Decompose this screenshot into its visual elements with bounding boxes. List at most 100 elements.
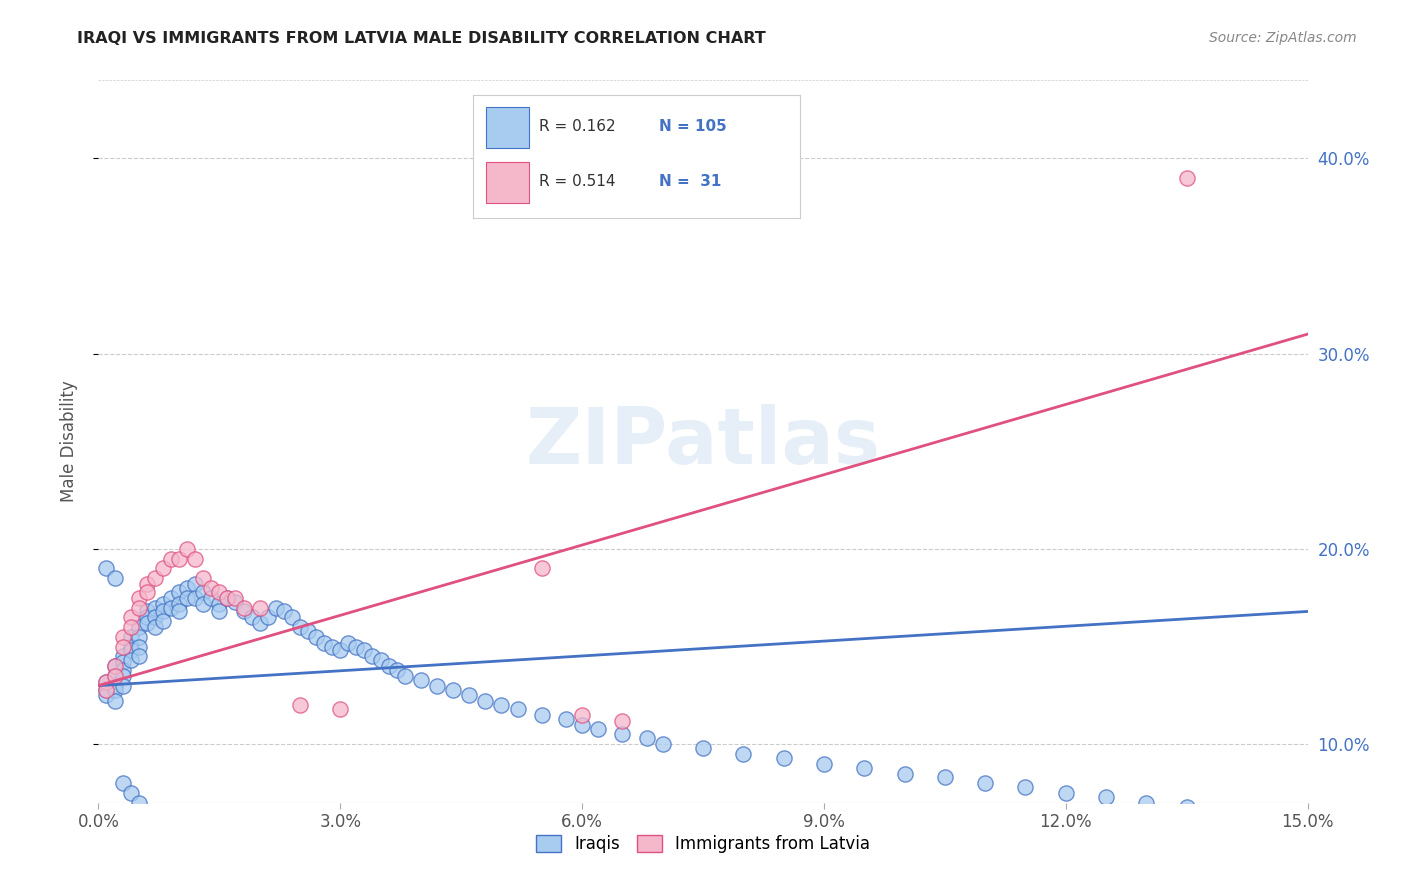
- Point: [394, 669, 416, 683]
- Point: [586, 722, 609, 736]
- Point: [240, 610, 263, 624]
- Point: [176, 541, 198, 556]
- Point: [934, 771, 956, 785]
- Point: [143, 610, 166, 624]
- Point: [385, 663, 408, 677]
- Point: [458, 689, 481, 703]
- Point: [111, 630, 134, 644]
- Point: [167, 585, 190, 599]
- Point: [555, 712, 578, 726]
- Point: [103, 669, 125, 683]
- Text: ZIPatlas: ZIPatlas: [526, 403, 880, 480]
- Point: [120, 786, 142, 800]
- Point: [167, 604, 190, 618]
- Point: [103, 694, 125, 708]
- Point: [176, 581, 198, 595]
- Point: [96, 674, 118, 689]
- Point: [103, 659, 125, 673]
- Point: [135, 610, 157, 624]
- Point: [612, 714, 634, 728]
- Point: [128, 649, 150, 664]
- Point: [426, 679, 449, 693]
- Point: [167, 597, 190, 611]
- Point: [370, 653, 392, 667]
- Point: [571, 717, 593, 731]
- Point: [530, 707, 553, 722]
- Point: [353, 643, 375, 657]
- Point: [96, 561, 118, 575]
- Point: [184, 551, 207, 566]
- Point: [232, 604, 254, 618]
- Point: [530, 561, 553, 575]
- Point: [103, 659, 125, 673]
- Point: [111, 655, 134, 669]
- Point: [893, 766, 915, 780]
- Point: [111, 669, 134, 683]
- Point: [1135, 796, 1157, 810]
- Point: [135, 616, 157, 631]
- Point: [441, 682, 464, 697]
- Point: [120, 653, 142, 667]
- Point: [651, 737, 673, 751]
- Point: [288, 698, 311, 713]
- Point: [111, 663, 134, 677]
- Point: [135, 577, 157, 591]
- Text: Source: ZipAtlas.com: Source: ZipAtlas.com: [1209, 31, 1357, 45]
- Point: [128, 796, 150, 810]
- Point: [103, 571, 125, 585]
- Point: [772, 751, 794, 765]
- Point: [571, 707, 593, 722]
- Point: [135, 585, 157, 599]
- Point: [111, 640, 134, 654]
- Point: [200, 581, 222, 595]
- Point: [1256, 809, 1278, 823]
- Point: [329, 643, 352, 657]
- Point: [120, 610, 142, 624]
- Point: [200, 591, 222, 605]
- Point: [143, 620, 166, 634]
- Point: [217, 591, 239, 605]
- Point: [224, 595, 246, 609]
- Point: [160, 600, 183, 615]
- Point: [135, 805, 157, 820]
- Point: [135, 604, 157, 618]
- Point: [111, 649, 134, 664]
- Point: [160, 835, 183, 849]
- Point: [120, 640, 142, 654]
- Point: [491, 698, 513, 713]
- Point: [103, 682, 125, 697]
- Point: [193, 571, 215, 585]
- Point: [143, 600, 166, 615]
- Point: [152, 825, 174, 839]
- Point: [256, 610, 278, 624]
- Point: [1175, 799, 1198, 814]
- Point: [813, 756, 835, 771]
- Point: [160, 551, 183, 566]
- Point: [1054, 786, 1077, 800]
- Point: [167, 551, 190, 566]
- Point: [249, 600, 271, 615]
- Point: [273, 604, 295, 618]
- Point: [264, 600, 287, 615]
- Point: [377, 659, 399, 673]
- Point: [152, 561, 174, 575]
- Point: [128, 591, 150, 605]
- Point: [337, 635, 360, 649]
- Point: [152, 597, 174, 611]
- Point: [120, 630, 142, 644]
- Point: [305, 630, 328, 644]
- Point: [314, 635, 336, 649]
- Point: [249, 616, 271, 631]
- Point: [128, 620, 150, 634]
- Point: [1014, 780, 1036, 794]
- Point: [111, 776, 134, 790]
- Point: [208, 585, 231, 599]
- Point: [288, 620, 311, 634]
- Y-axis label: Male Disability: Male Disability: [59, 381, 77, 502]
- Point: [636, 731, 658, 746]
- Text: IRAQI VS IMMIGRANTS FROM LATVIA MALE DISABILITY CORRELATION CHART: IRAQI VS IMMIGRANTS FROM LATVIA MALE DIS…: [77, 31, 766, 46]
- Point: [1175, 170, 1198, 185]
- Point: [160, 591, 183, 605]
- Point: [217, 591, 239, 605]
- Point: [96, 682, 118, 697]
